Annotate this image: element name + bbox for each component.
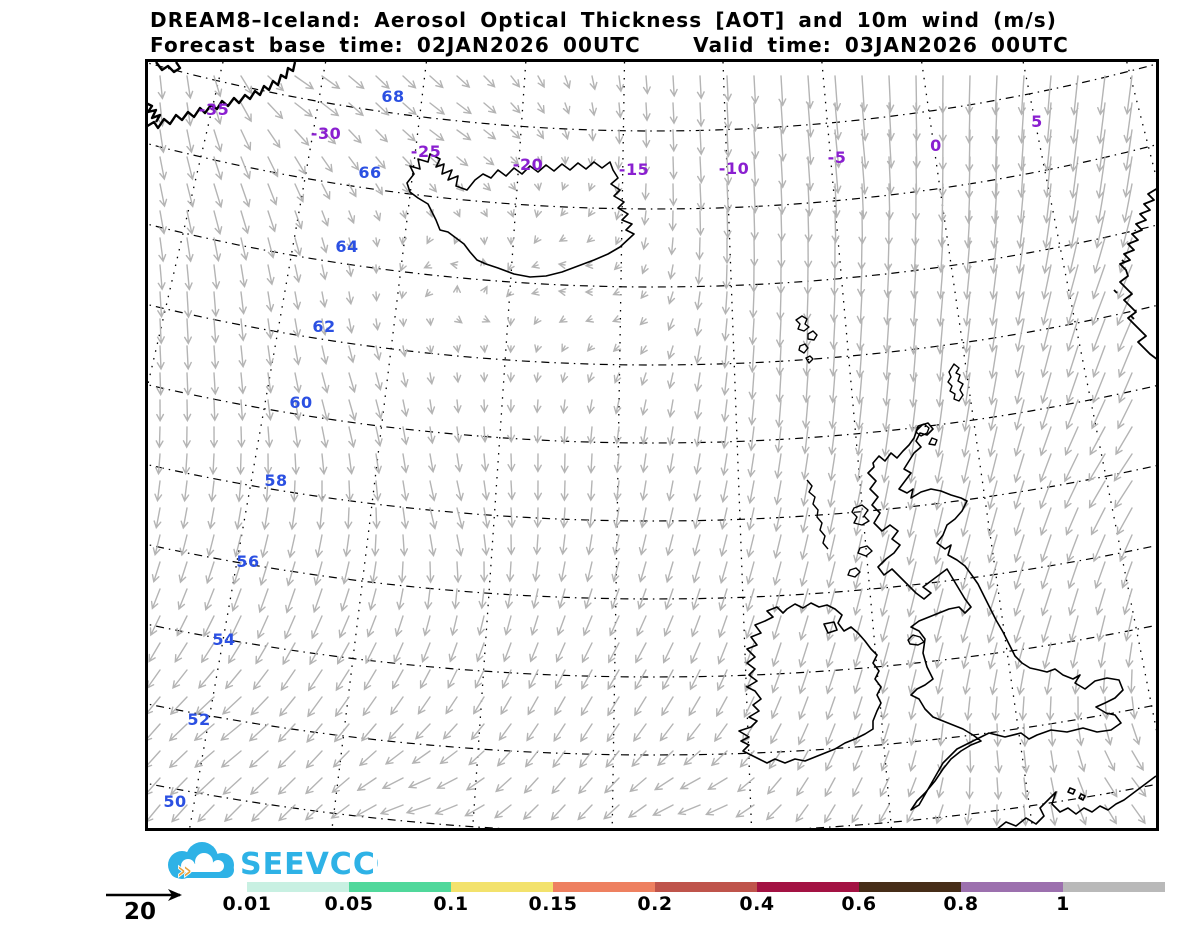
coastline-great-britain: [867, 422, 1124, 811]
coastline-greenland: [148, 62, 297, 130]
lon-label: -25: [411, 142, 441, 161]
colorbar-tick-label: 0.6: [841, 893, 877, 915]
colorbar-tick-label: 0.2: [637, 893, 673, 915]
coastline-isle-of-man: [907, 634, 925, 646]
colorbar-tick-label: 0.1: [433, 893, 469, 915]
lon-label: -15: [619, 160, 649, 179]
lat-label: 62: [312, 317, 335, 336]
colorbar-tick-label: 1: [1056, 893, 1070, 915]
colorbar-segment: [1063, 882, 1165, 892]
colorbar: [247, 882, 1165, 892]
parallel-line: [148, 223, 1156, 288]
coastline-hebrides: [806, 479, 873, 578]
coastline-ireland: [738, 602, 882, 764]
lat-label: 56: [236, 552, 259, 571]
wind-reference: 20: [106, 889, 182, 925]
lat-label: 54: [212, 630, 235, 649]
lat-label: 68: [381, 87, 404, 106]
parallel-line: [148, 623, 1156, 678]
logo-text: SEEVCCC: [240, 847, 378, 882]
meridian-line: [331, 62, 428, 828]
lon-label: 5: [1031, 112, 1043, 131]
map-frame: 68 66 64 62 60 58 56 54 52 50 -35 -30 -25 -20 -15 -10 -5…: [145, 59, 1159, 831]
parallel-line: [148, 703, 1156, 756]
lon-label: -5: [828, 148, 847, 167]
parallel-line: [148, 783, 1156, 828]
lon-label: -30: [311, 124, 341, 143]
parallel-line: [148, 304, 1156, 366]
colorbar-segment: [349, 882, 451, 892]
colorbar-segment: [859, 882, 961, 892]
colorbar-tick-label: 0.8: [943, 893, 979, 915]
seevccc-logo: » SEEVCCC: [168, 842, 378, 882]
lat-label: 60: [289, 393, 312, 412]
lat-label: 66: [358, 163, 381, 182]
colorbar-tick-label: 0.05: [324, 893, 374, 915]
page-subtitle: Forecast base time: 02JAN2026 00UTC Vali…: [150, 33, 1069, 57]
parallel-line: [148, 62, 1156, 132]
meridian-line: [921, 62, 1034, 828]
colorbar-segment: [553, 882, 655, 892]
lat-label: 58: [264, 471, 287, 490]
lon-label: 0: [930, 136, 942, 155]
footer: » SEEVCCC 20 0.01 0.05 0.1 0.15 0.2 0.4 0.6 0.8…: [0, 831, 1187, 930]
colorbar-segment: [757, 882, 859, 892]
wind-vector-field: [148, 75, 1147, 827]
coastline-iceland: [406, 153, 635, 278]
lon-label: -10: [719, 159, 749, 178]
meridian-line: [189, 62, 327, 828]
coastline-faroe-islands: [795, 315, 818, 364]
cloud-icon: »: [168, 842, 234, 882]
colorbar-labels: 0.01 0.05 0.1 0.15 0.2 0.4 0.6 0.8 1: [223, 893, 1165, 919]
lat-label: 52: [187, 710, 210, 729]
lat-label: 50: [163, 792, 186, 811]
colorbar-segment: [961, 882, 1063, 892]
meridian-line: [472, 62, 527, 828]
lon-label: -35: [199, 100, 229, 119]
coastline-france: [997, 775, 1156, 828]
colorbar-tick-label: 0.4: [739, 893, 775, 915]
colorbar-tick-label: 0.15: [528, 893, 578, 915]
chevron-arrow-icon: »: [176, 856, 193, 882]
coastline-shetland: [947, 363, 964, 402]
colorbar-segment: [451, 882, 553, 892]
page-title: DREAM8–Iceland: Aerosol Optical Thicknes…: [150, 8, 1057, 32]
wind-reference-arrow-icon: [106, 889, 182, 901]
colorbar-segment: [655, 882, 757, 892]
coastline-norway: [1113, 188, 1156, 360]
parallel-line: [148, 143, 1156, 210]
wind-reference-label: 20: [124, 899, 156, 925]
colorbar-segment: [247, 882, 349, 892]
lat-label: 64: [335, 237, 358, 256]
parallel-line: [148, 544, 1156, 600]
lon-label: -20: [513, 155, 543, 174]
colorbar-tick-label: 0.01: [222, 893, 272, 915]
